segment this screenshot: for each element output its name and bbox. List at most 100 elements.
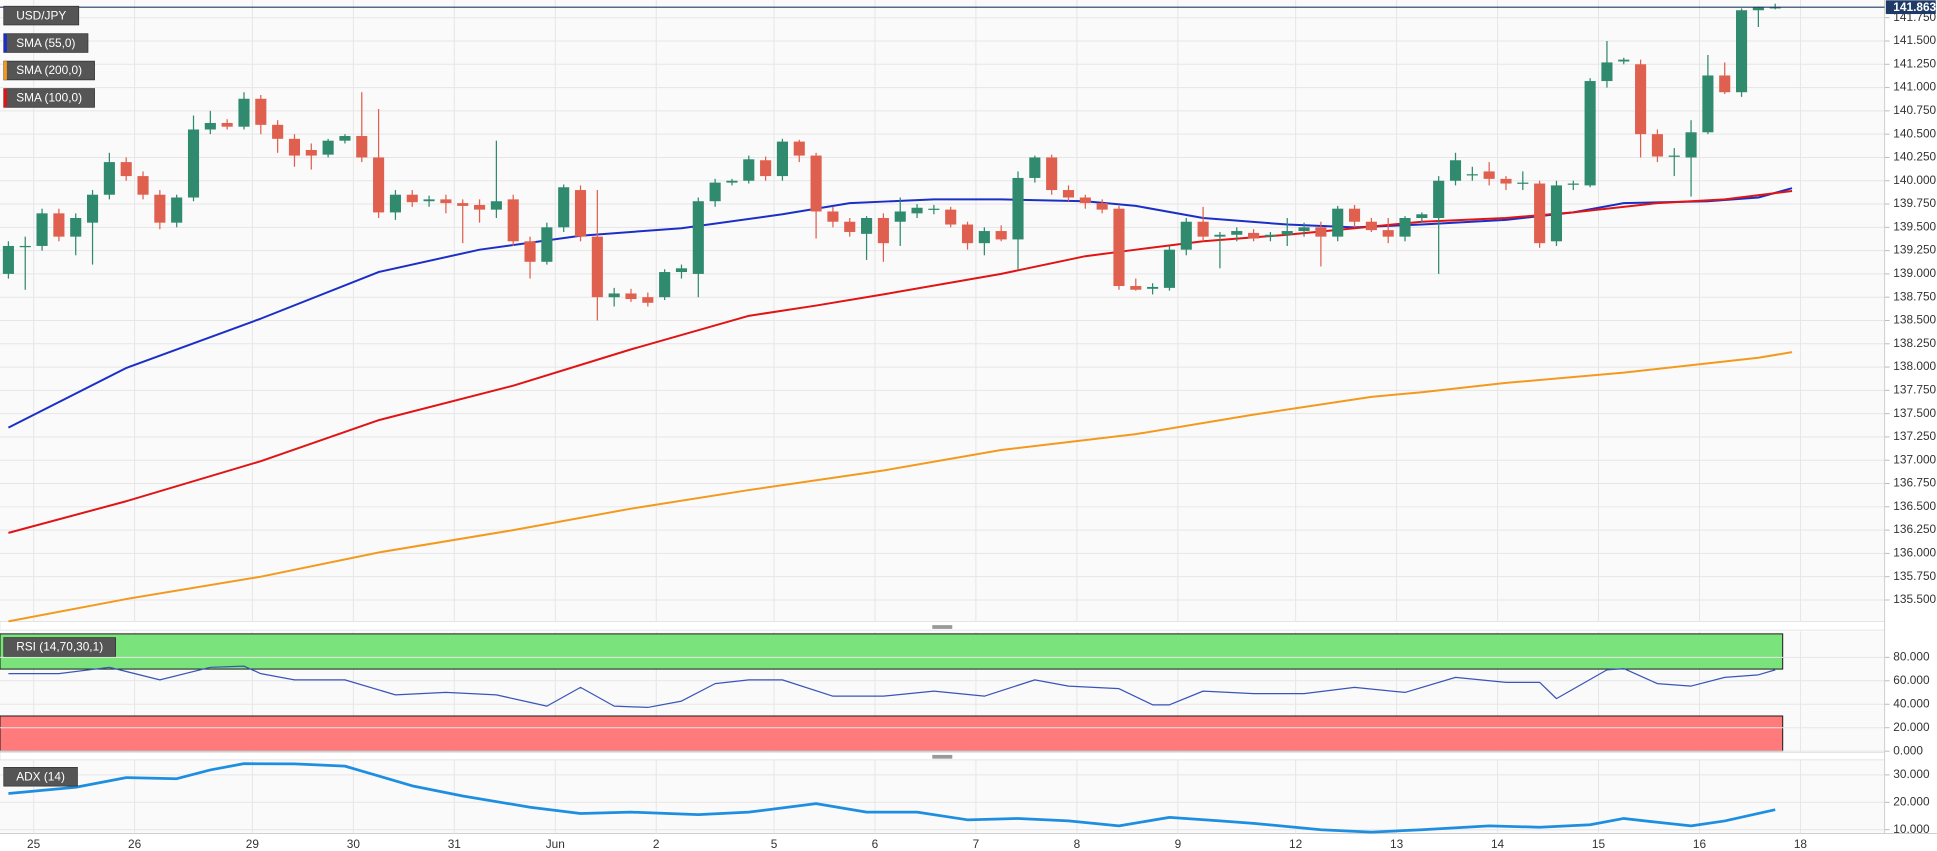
candle-body: [1096, 203, 1108, 210]
main-pane: [0, 0, 1885, 621]
y-tick-label: 139.250: [1893, 243, 1936, 257]
candle-body: [322, 140, 334, 155]
y-tick-label: 20.000: [1893, 794, 1930, 808]
candle-body: [440, 199, 452, 204]
candle-body: [558, 187, 570, 228]
y-tick-label: 136.500: [1893, 499, 1936, 513]
candle-body: [1702, 75, 1714, 133]
candle-body: [659, 272, 671, 298]
candle-body: [154, 194, 166, 223]
legend-item: SMA (100,0): [3, 88, 95, 108]
candle-body: [591, 236, 603, 298]
candle-body: [760, 160, 772, 177]
x-tick-label: 15: [1592, 837, 1606, 851]
candle-body: [272, 124, 284, 139]
candle-body: [1163, 249, 1176, 288]
threshold-band: [0, 715, 1784, 752]
candle-body: [1668, 155, 1680, 157]
y-tick-label: 136.750: [1893, 476, 1936, 490]
candle-body: [1483, 171, 1495, 179]
candle-body: [1736, 10, 1748, 93]
candle-body: [844, 221, 856, 232]
candle-body: [625, 293, 637, 300]
candle-body: [1382, 230, 1394, 237]
y-tick-label: 137.250: [1893, 429, 1936, 443]
y-tick-label: 137.750: [1893, 382, 1936, 396]
x-tick-label: 30: [347, 837, 361, 851]
candle-body: [373, 157, 385, 213]
candle-body: [1719, 75, 1731, 93]
y-tick-label: 137.500: [1893, 406, 1936, 420]
candle-body: [221, 122, 233, 127]
y-tick-label: 141.500: [1893, 33, 1936, 47]
candle-body: [1517, 182, 1529, 184]
candle-body: [995, 231, 1007, 240]
adx-pane: [0, 759, 1885, 834]
candle-body: [255, 98, 267, 125]
y-tick-label: 138.500: [1893, 313, 1936, 327]
candle-body: [238, 98, 250, 127]
y-tick-label: 60.000: [1893, 673, 1930, 687]
y-tick-label: 138.250: [1893, 336, 1936, 350]
candle-body: [793, 141, 805, 156]
candle-body: [1399, 218, 1411, 237]
candle-body: [2, 245, 14, 274]
legend-swatch: [3, 88, 7, 108]
candle-body: [1180, 221, 1192, 250]
x-tick-label: 5: [771, 837, 778, 851]
candle-body: [894, 211, 906, 222]
candle-body: [1315, 227, 1327, 237]
y-tick-label: 139.750: [1893, 196, 1936, 210]
y-tick-label: 138.750: [1893, 289, 1936, 303]
candle-body: [305, 149, 317, 156]
y-tick-label: 10.000: [1893, 822, 1930, 836]
candle-body: [474, 204, 486, 210]
x-tick-label: 6: [872, 837, 879, 851]
x-tick-label: 8: [1074, 837, 1081, 851]
legend-item: RSI (14,70,30,1): [3, 637, 116, 657]
candle-body: [1433, 180, 1445, 219]
candle-body: [1079, 197, 1091, 204]
candle-body: [70, 218, 82, 237]
candle-body: [1500, 178, 1512, 184]
candle-body: [1651, 134, 1663, 157]
separator-handle[interactable]: [932, 625, 953, 629]
x-tick-label: 14: [1491, 837, 1505, 851]
candle-body: [1769, 7, 1781, 9]
y-tick-label: 135.750: [1893, 569, 1936, 583]
y-tick-label: 136.250: [1893, 522, 1936, 536]
candle-body: [389, 194, 401, 213]
candle-body: [1264, 234, 1276, 237]
candle-body: [861, 218, 873, 234]
candle-body: [1567, 183, 1579, 185]
candle-body: [743, 159, 755, 181]
candle-body: [1130, 286, 1142, 290]
candle-body: [1248, 232, 1260, 239]
candle-body: [692, 201, 704, 274]
y-tick-label: 138.000: [1893, 359, 1936, 373]
candle-body: [1231, 231, 1243, 235]
sma-line: [8, 189, 1793, 534]
candle-body: [1012, 177, 1024, 240]
candle-body: [457, 203, 469, 206]
candle-body: [1601, 62, 1613, 82]
candle-body: [120, 162, 132, 177]
candle-body: [406, 194, 418, 203]
candle-body: [19, 245, 31, 248]
y-tick-label: 80.000: [1893, 649, 1930, 663]
legend-item: USD/JPY: [3, 5, 80, 26]
candle-body: [709, 182, 721, 202]
y-tick-label: 0.000: [1893, 743, 1923, 757]
candle-body: [53, 213, 65, 237]
y-tick-label: 40.000: [1893, 696, 1930, 710]
x-tick-label: 29: [246, 837, 260, 851]
indicator-line: [8, 665, 1776, 709]
candle-body: [356, 136, 368, 158]
candle-body: [1046, 157, 1058, 191]
candle-body: [1584, 81, 1596, 186]
candle-body: [1147, 286, 1159, 289]
separator-handle[interactable]: [932, 754, 953, 759]
candle-body: [1062, 190, 1075, 198]
